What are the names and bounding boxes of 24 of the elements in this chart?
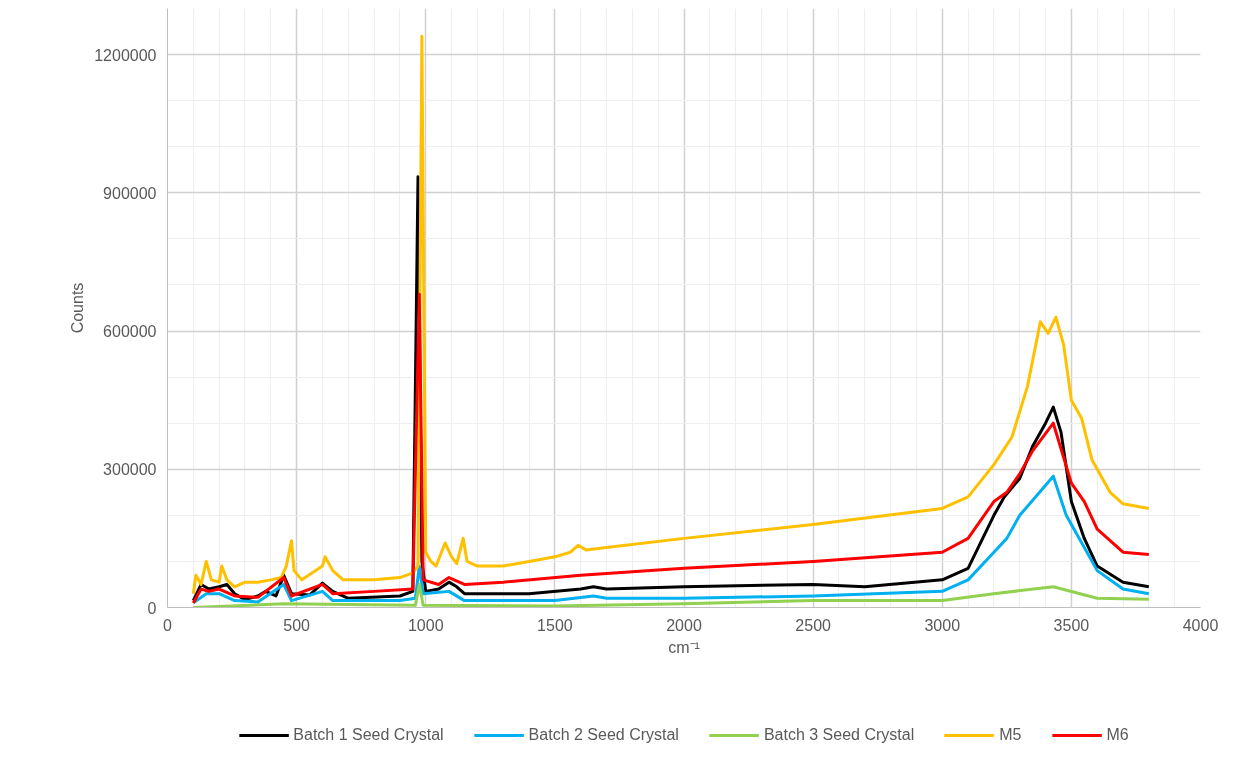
line-series (191, 292, 1151, 605)
x-axis-title: cm⁻¹ (668, 638, 700, 656)
line-series (191, 34, 1151, 596)
legend-label: M6 (1106, 726, 1129, 744)
y-tick-label: 600000 (103, 323, 157, 341)
x-tick-label: 2000 (666, 616, 702, 634)
y-tick-label: 300000 (103, 461, 157, 479)
y-axis-title: Counts (69, 282, 87, 334)
line-series (191, 582, 1151, 608)
x-tick-label: 1500 (537, 616, 573, 634)
x-tick-label: 1000 (407, 616, 444, 634)
x-tick-label: 0 (163, 616, 173, 634)
x-tick-label: 3500 (1053, 616, 1090, 634)
x-tick-label: 4000 (1182, 616, 1219, 634)
y-tick-label: 0 (147, 599, 157, 617)
x-tick-label: 2500 (795, 616, 832, 634)
y-tick-label: 900000 (103, 184, 157, 202)
x-tick-label: 3000 (924, 616, 961, 634)
legend-label: Batch 2 Seed Crystal (528, 726, 679, 744)
y-tick-label: 1200000 (94, 46, 157, 64)
legend-label: Batch 1 Seed Crystal (293, 726, 444, 744)
legend-label: M5 (999, 726, 1022, 744)
x-tick-label: 500 (283, 616, 311, 634)
legend-label: Batch 3 Seed Crystal (763, 726, 915, 744)
